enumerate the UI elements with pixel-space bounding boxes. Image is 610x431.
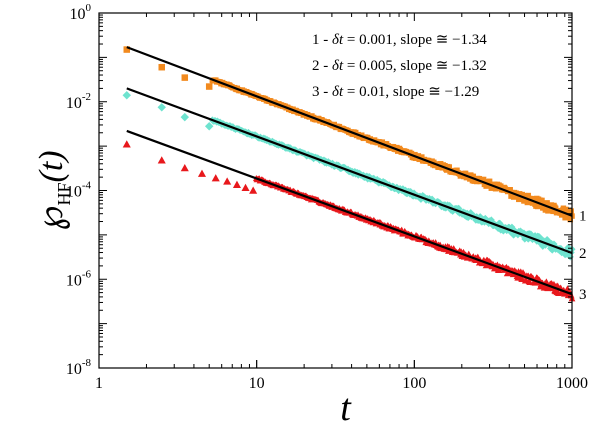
series-1-fit-line — [126, 46, 573, 217]
y-tick-exponent: -2 — [82, 91, 91, 103]
series-end-label-3: 3 — [579, 287, 587, 303]
series-2-sample — [539, 242, 547, 250]
series-end-labels: 1 2 3 — [579, 209, 587, 303]
series-3-point-5 — [223, 177, 232, 185]
legend-suffix: = 0.005, slope ≅ −1.32 — [343, 58, 487, 74]
y-tick-base: 10 — [66, 272, 82, 289]
series-2-point-3 — [204, 122, 214, 131]
series-3-point-7 — [241, 183, 250, 192]
y-tick-base: 10 — [66, 361, 82, 378]
legend-suffix: = 0.01, slope ≅ −1.29 — [343, 84, 479, 100]
y-tick-exponent: -6 — [82, 268, 92, 280]
y-axis-symbol: ℘ — [30, 206, 70, 231]
x-tick-label: 1 — [95, 375, 103, 392]
series-2-point-2 — [180, 112, 190, 122]
series-2-sample — [535, 233, 543, 241]
series-3-point-1 — [157, 156, 166, 164]
legend-entry-1: 1 - δt = 0.001, slope ≅ −1.34 — [312, 32, 487, 48]
legend-entry-3: 3 - δt = 0.01, slope ≅ −1.29 — [312, 84, 479, 100]
y-tick-label: 10-6 — [66, 268, 92, 289]
series-2-sample — [508, 223, 516, 231]
series-3-point-3 — [197, 169, 207, 177]
legend-variable: δt — [332, 32, 344, 48]
series-1-sample — [552, 205, 559, 212]
series-1-sample — [525, 192, 531, 199]
y-axis-title-text: ℘HF(t) — [30, 150, 74, 230]
x-tick-label: 10 — [249, 375, 265, 392]
y-tick-label: 100 — [70, 2, 92, 23]
series-1-sample — [544, 200, 550, 206]
y-axis-title: ℘HF(t) — [30, 150, 74, 230]
y-axis-arg: (t) — [33, 150, 70, 182]
series-1-point-0 — [123, 46, 131, 53]
series-end-label-1: 1 — [579, 209, 587, 225]
series-3-point-0 — [122, 140, 131, 148]
series-2-sample — [544, 237, 552, 245]
series-3-point-4 — [211, 174, 220, 182]
y-tick-exponent: -8 — [82, 357, 92, 369]
series-1-point-3 — [205, 83, 213, 90]
axis-titles: t ℘HF(t) — [30, 150, 352, 429]
series-1-sample — [507, 187, 513, 193]
series-1-sample — [539, 197, 545, 204]
series-2-point-1 — [157, 103, 166, 112]
series-1-sample — [462, 170, 469, 177]
series-1-sample — [567, 216, 574, 223]
series-1-sample — [446, 164, 453, 170]
series-3-point-8 — [249, 186, 258, 194]
legend-variable: δt — [332, 58, 344, 74]
x-tick-label: 1000 — [556, 375, 588, 392]
legend: 1 - δt = 0.001, slope ≅ −1.34 2 - δt = 0.… — [312, 32, 487, 100]
x-tick-label: 100 — [402, 375, 426, 392]
legend-prefix: 1 - — [312, 32, 332, 48]
y-tick-base: 10 — [66, 184, 82, 201]
series-3-point-2 — [180, 164, 189, 172]
series-1-sample — [379, 139, 386, 145]
legend-prefix: 2 - — [312, 58, 332, 74]
legend-suffix: = 0.001, slope ≅ −1.34 — [343, 32, 487, 48]
y-tick-base: 10 — [66, 95, 82, 112]
y-tick-exponent: 0 — [86, 2, 92, 14]
y-tick-label: 10-8 — [66, 357, 92, 378]
series-1-sample — [558, 212, 565, 218]
legend-prefix: 3 - — [312, 84, 332, 100]
series-1-sample — [568, 208, 574, 214]
series-end-label-2: 2 — [579, 246, 587, 262]
series-1-sample — [486, 178, 493, 185]
y-tick-exponent: -4 — [82, 180, 92, 192]
y-tick-label: 10-4 — [66, 180, 92, 201]
series-1-point-1 — [158, 63, 165, 71]
series-3-sample — [542, 278, 550, 285]
series-1-point-2 — [181, 74, 189, 81]
x-axis-title: t — [340, 387, 352, 429]
legend-entry-2: 2 - δt = 0.005, slope ≅ −1.32 — [312, 58, 487, 74]
series-2-sample — [514, 231, 522, 239]
series-1-sample — [480, 176, 487, 183]
y-tick-base: 10 — [70, 6, 86, 23]
series-2-point-0 — [122, 91, 131, 100]
series-1-sample — [550, 208, 556, 215]
series-3-point-6 — [232, 180, 241, 188]
series-1-sample — [530, 196, 537, 202]
series-2-fit-line — [126, 87, 573, 255]
y-tick-label: 10-2 — [66, 91, 91, 112]
series-3-fit-line — [126, 129, 573, 296]
legend-variable: δt — [332, 84, 344, 100]
series-1-sample — [498, 183, 504, 189]
fit-layer — [126, 46, 573, 296]
y-axis-subscript: HF — [54, 182, 74, 205]
